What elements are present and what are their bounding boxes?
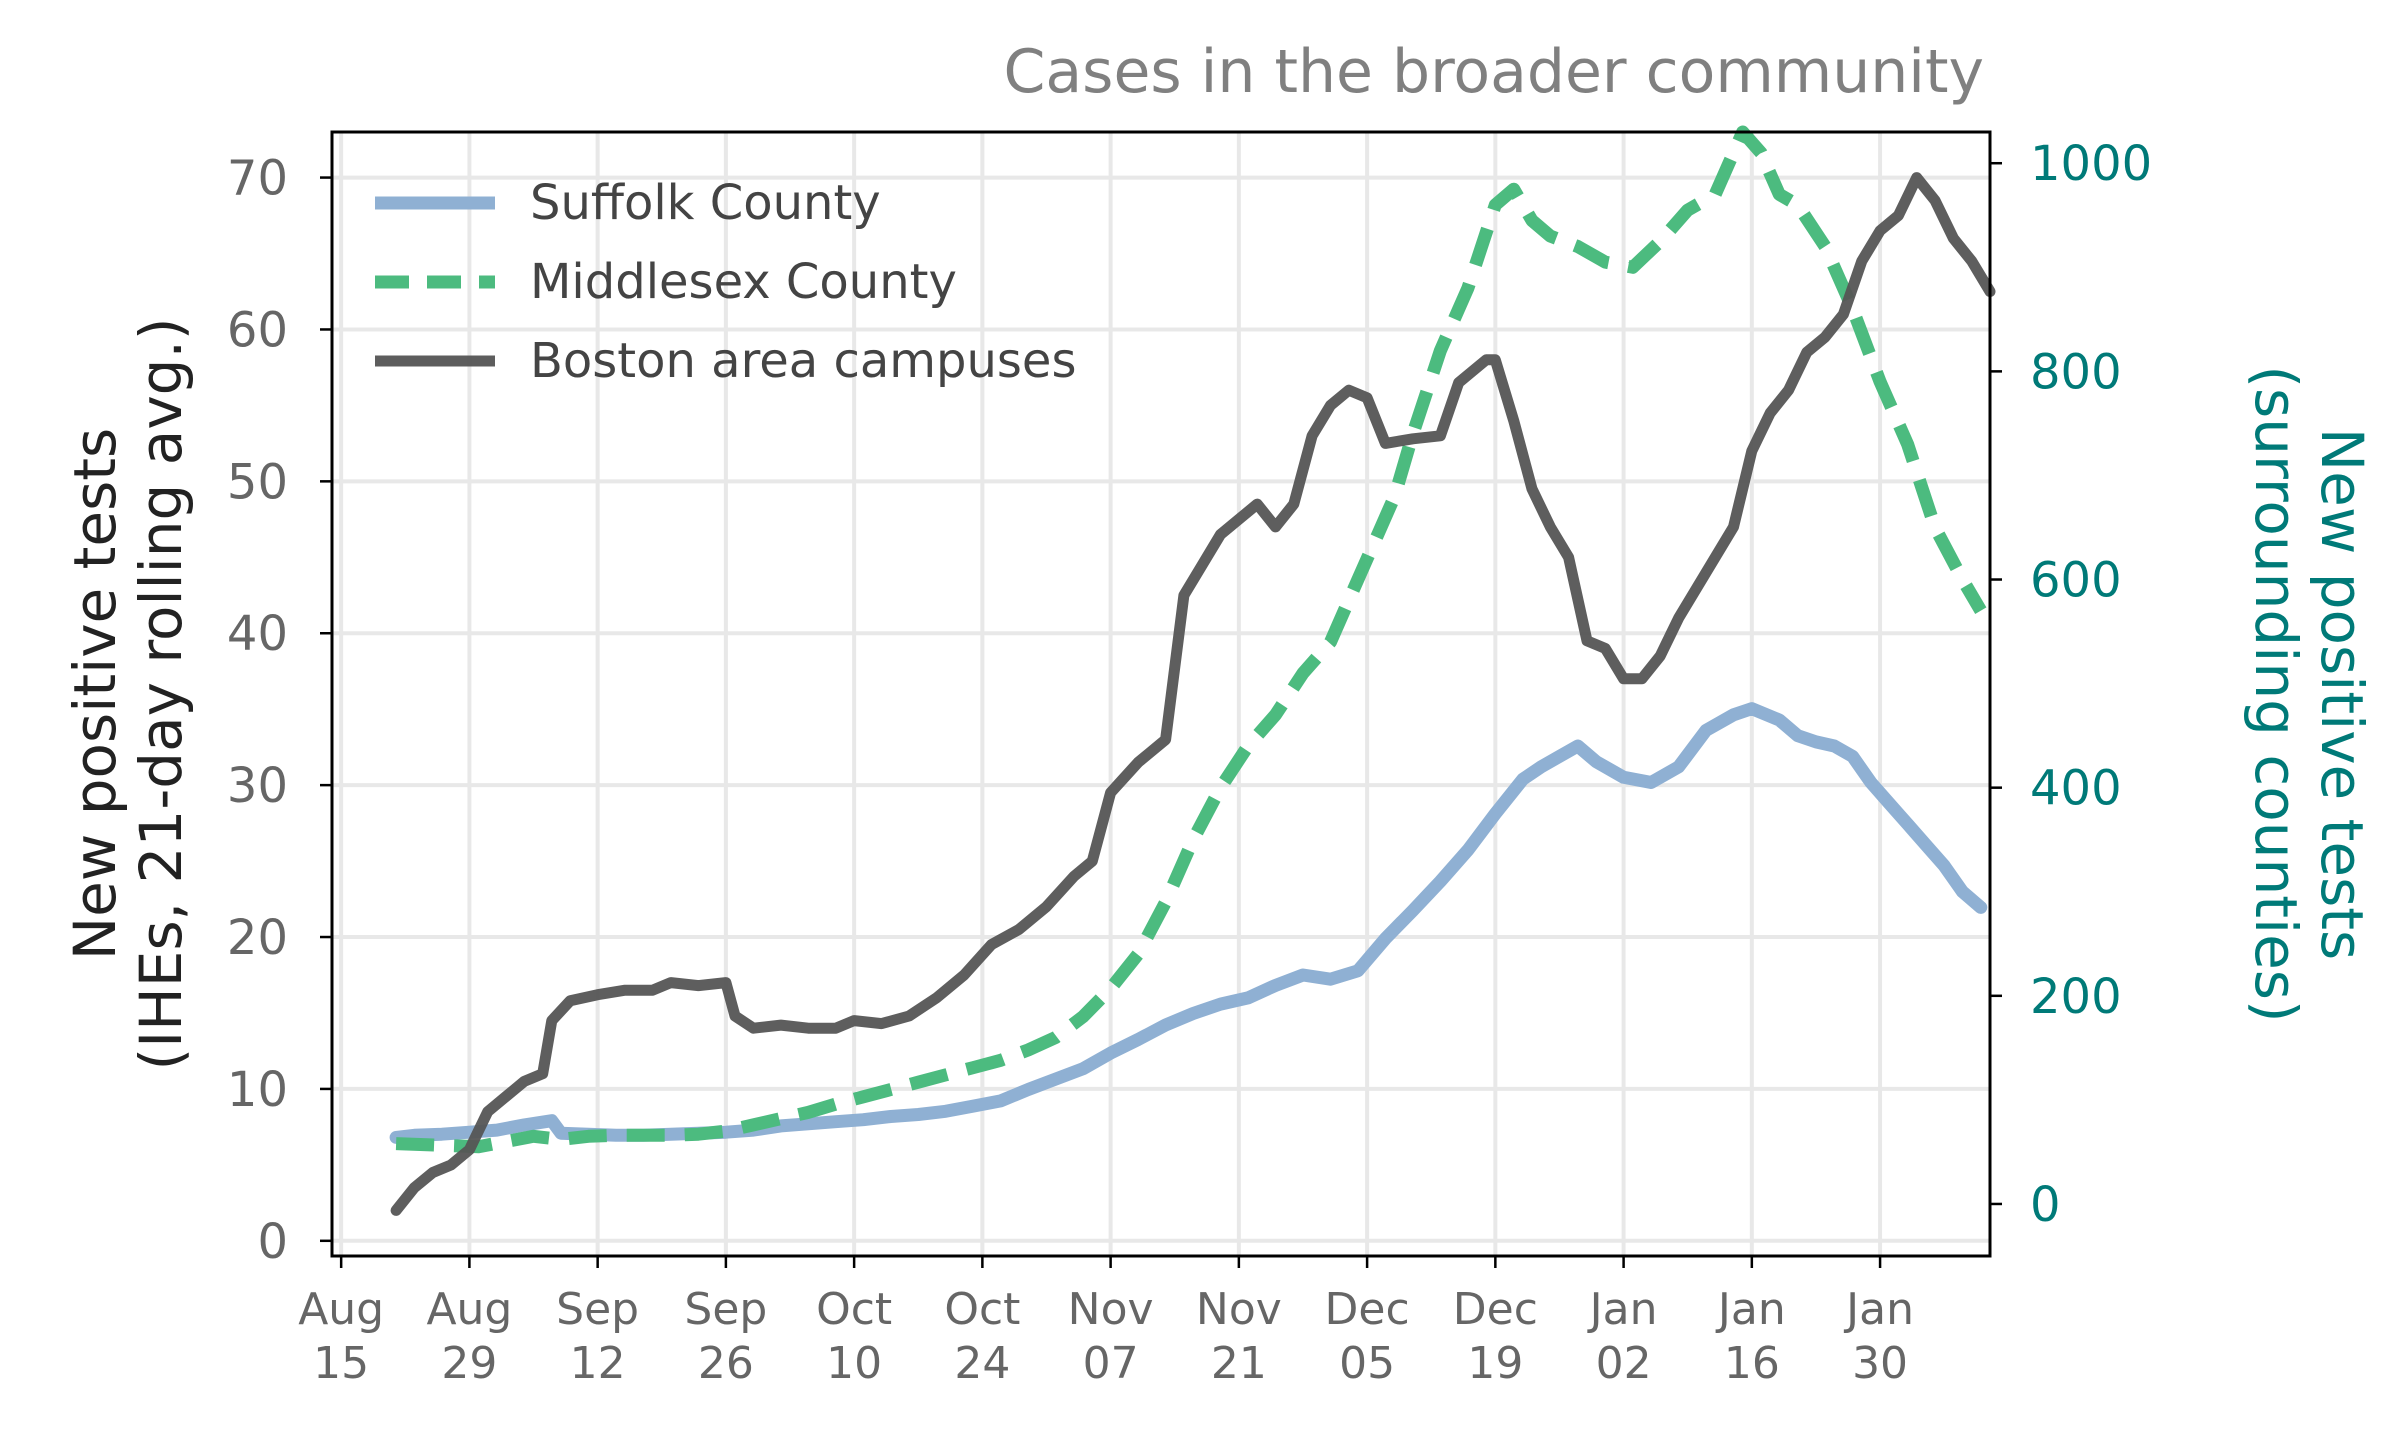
series-layer: [389, 125, 1996, 1216]
x-tick-label: Oct 24: [944, 1284, 1020, 1389]
grid: [332, 132, 1990, 1256]
y-tick-label: 0: [257, 1214, 288, 1270]
y2-tick-label: 400: [2030, 761, 2122, 817]
y-tick-label: 40: [227, 606, 288, 662]
x-tick-label: Dec 19: [1453, 1284, 1538, 1389]
y-tick-label: 10: [227, 1062, 288, 1118]
y2-tick-label: 0: [2030, 1177, 2061, 1233]
y-tick-label: 30: [227, 758, 288, 814]
legend: Suffolk County Middlesex County Boston are…: [375, 175, 1076, 389]
x-tick-label: Sep 12: [556, 1284, 639, 1389]
x-tick-label: Nov 21: [1196, 1284, 1282, 1389]
y-axis-label: New positive tests(IHEs, 21-day rolling …: [61, 317, 195, 1070]
series-line-boston-area-campuses: [390, 172, 1996, 1216]
x-tick-label: Sep 26: [684, 1284, 767, 1389]
y2-tick-label: 600: [2030, 553, 2122, 609]
y-tick-label: 20: [227, 910, 288, 966]
x-tick-label: Aug 29: [426, 1284, 512, 1389]
x-tick-label: Jan 30: [1843, 1284, 1914, 1389]
x-tick-label: Jan 02: [1587, 1284, 1658, 1389]
y2-tick-label: 800: [2030, 344, 2122, 400]
x-tick-label: Dec 05: [1325, 1284, 1410, 1389]
ticks: Aug 15 Aug 29 Sep 12 Sep 26 Oct 10 Oct 24 Nov 07 Nov 21…: [227, 136, 2152, 1389]
x-tick-label: Aug 15: [298, 1284, 384, 1389]
y-axis-label-text: New positive tests(IHEs, 21-day rolling …: [61, 317, 195, 1070]
chart-title: Cases in the broader community: [1004, 37, 1984, 107]
plot-frame: [330, 130, 1992, 1258]
y2-tick-label: 200: [2030, 969, 2122, 1025]
legend-label-middlesex-county: Middlesex County: [530, 254, 957, 310]
legend-label-boston-area-campuses: Boston area campuses: [530, 333, 1076, 389]
x-tick-label: Jan 16: [1715, 1284, 1786, 1389]
x-tick-label: Nov 07: [1068, 1284, 1154, 1389]
x-tick-label: Oct 10: [816, 1284, 892, 1389]
y-tick-label: 70: [227, 151, 288, 207]
y2-axis-label: New positive tests(surrounding counties): [2242, 365, 2376, 1022]
y2-axis-label-text: New positive tests(surrounding counties): [2242, 365, 2376, 1022]
y2-tick-label: 1000: [2030, 136, 2152, 192]
y-tick-label: 50: [227, 454, 288, 510]
series-line-middlesex-county: [395, 125, 1987, 1154]
y-tick-label: 60: [227, 302, 288, 358]
legend-label-suffolk-county: Suffolk County: [530, 175, 881, 231]
